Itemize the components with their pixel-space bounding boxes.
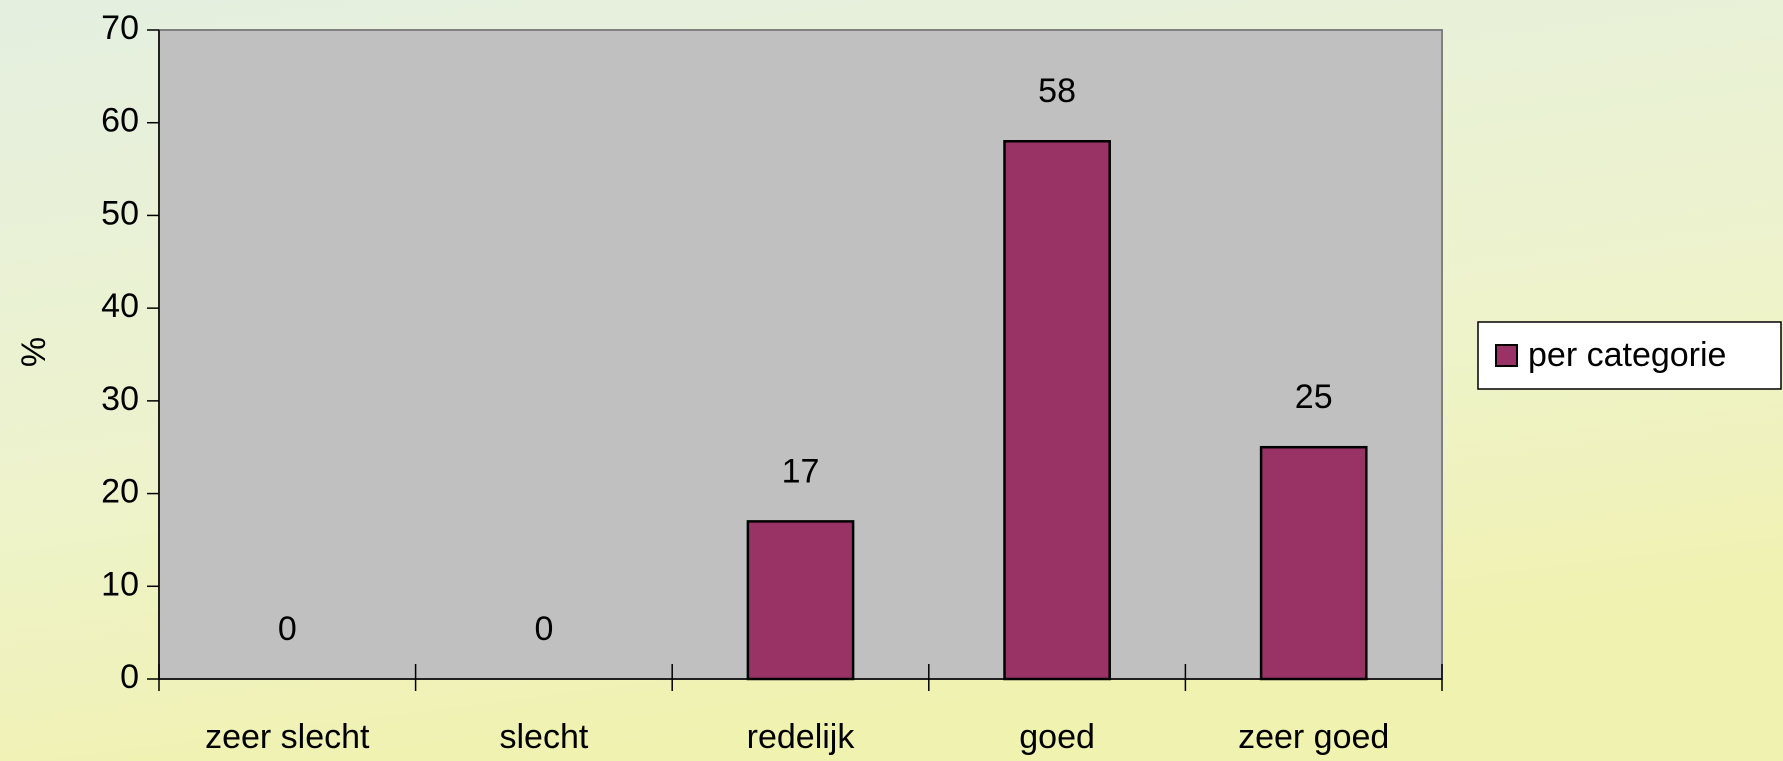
y-tick-label: 20 [101, 473, 139, 511]
y-tick-label: 0 [120, 658, 139, 696]
x-tick-label: goed [1019, 718, 1095, 756]
x-tick-label: slecht [499, 718, 588, 756]
bar [1003, 140, 1111, 681]
legend-label: per categorie [1528, 336, 1726, 374]
data-label: 58 [1038, 72, 1076, 110]
x-tick-label: redelijk [747, 718, 856, 756]
data-label: 25 [1295, 378, 1333, 416]
legend-box [1477, 321, 1782, 390]
y-tick-label: 70 [101, 9, 139, 47]
bar [1259, 445, 1368, 681]
y-tick-label: 60 [101, 102, 139, 140]
y-tick-label: 30 [101, 380, 139, 418]
x-tick-label: zeer goed [1238, 718, 1389, 756]
data-label: 17 [782, 452, 820, 490]
data-label: 0 [278, 610, 297, 648]
y-tick-label: 10 [101, 565, 139, 603]
x-tick-label: zeer slecht [205, 718, 370, 756]
y-tick-label: 50 [101, 194, 139, 232]
y-axis-label: % [15, 337, 53, 367]
legend-swatch [1495, 344, 1518, 367]
bar [746, 520, 855, 681]
y-tick-label: 40 [101, 287, 139, 325]
data-label: 0 [534, 610, 553, 648]
